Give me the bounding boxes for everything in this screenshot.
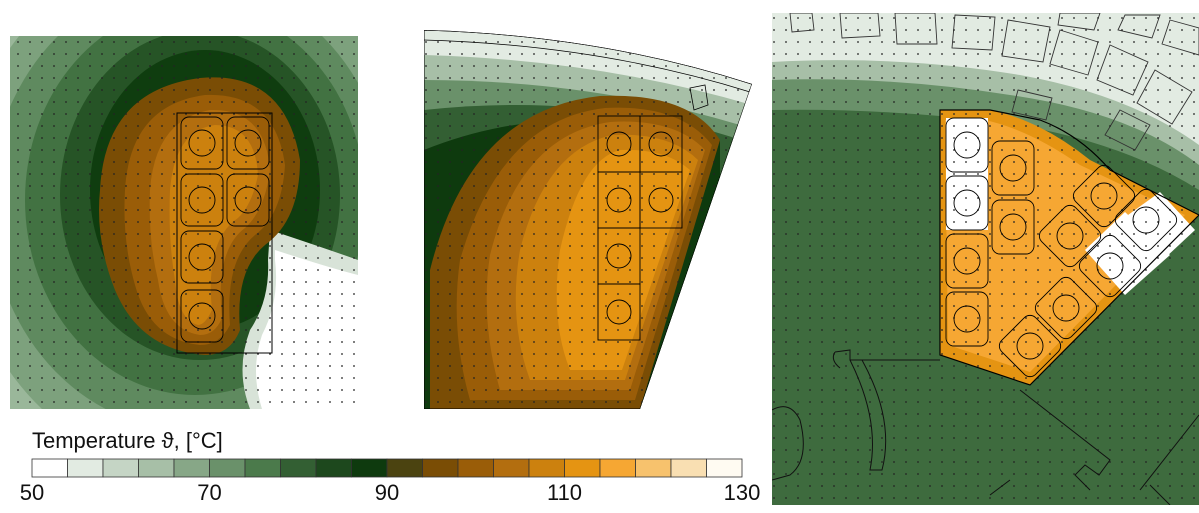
legend-tick-label: 130 bbox=[723, 480, 761, 505]
conductor-cells-left bbox=[180, 116, 270, 343]
legend-swatch bbox=[209, 458, 246, 478]
legend-swatch bbox=[67, 458, 104, 478]
legend-swatch bbox=[315, 458, 352, 478]
legend-tick-label: 90 bbox=[374, 480, 400, 505]
structure-outlines bbox=[772, 349, 1199, 505]
panel-right bbox=[772, 13, 1199, 505]
legend-colorbar bbox=[31, 458, 743, 478]
legend-swatch bbox=[528, 458, 565, 478]
legend-swatch bbox=[706, 458, 743, 478]
legend-swatch bbox=[493, 458, 530, 478]
legend-swatch bbox=[422, 458, 459, 478]
panel-middle bbox=[424, 30, 752, 409]
legend-swatch bbox=[31, 458, 68, 478]
legend-swatch bbox=[173, 458, 210, 478]
legend-tick-label: 110 bbox=[546, 480, 583, 505]
panel-left bbox=[10, 36, 358, 409]
legend-swatch bbox=[457, 458, 494, 478]
legend-swatch bbox=[635, 458, 672, 478]
legend-swatch bbox=[138, 458, 175, 478]
legend-title: Temperature ϑ, [°C] bbox=[32, 428, 223, 453]
conductor-cells-middle bbox=[597, 115, 683, 341]
conductor-cells-right bbox=[945, 117, 1178, 378]
legend-swatch bbox=[351, 458, 388, 478]
legend-swatch bbox=[102, 458, 139, 478]
legend-tick-label: 50 bbox=[19, 480, 45, 505]
legend-swatch bbox=[599, 458, 636, 478]
legend-swatch bbox=[386, 458, 423, 478]
legend-swatch bbox=[564, 458, 601, 478]
legend-swatch bbox=[244, 458, 281, 478]
legend-swatch bbox=[670, 458, 707, 478]
legend-swatch bbox=[280, 458, 317, 478]
legend-tick-label: 70 bbox=[197, 480, 222, 505]
